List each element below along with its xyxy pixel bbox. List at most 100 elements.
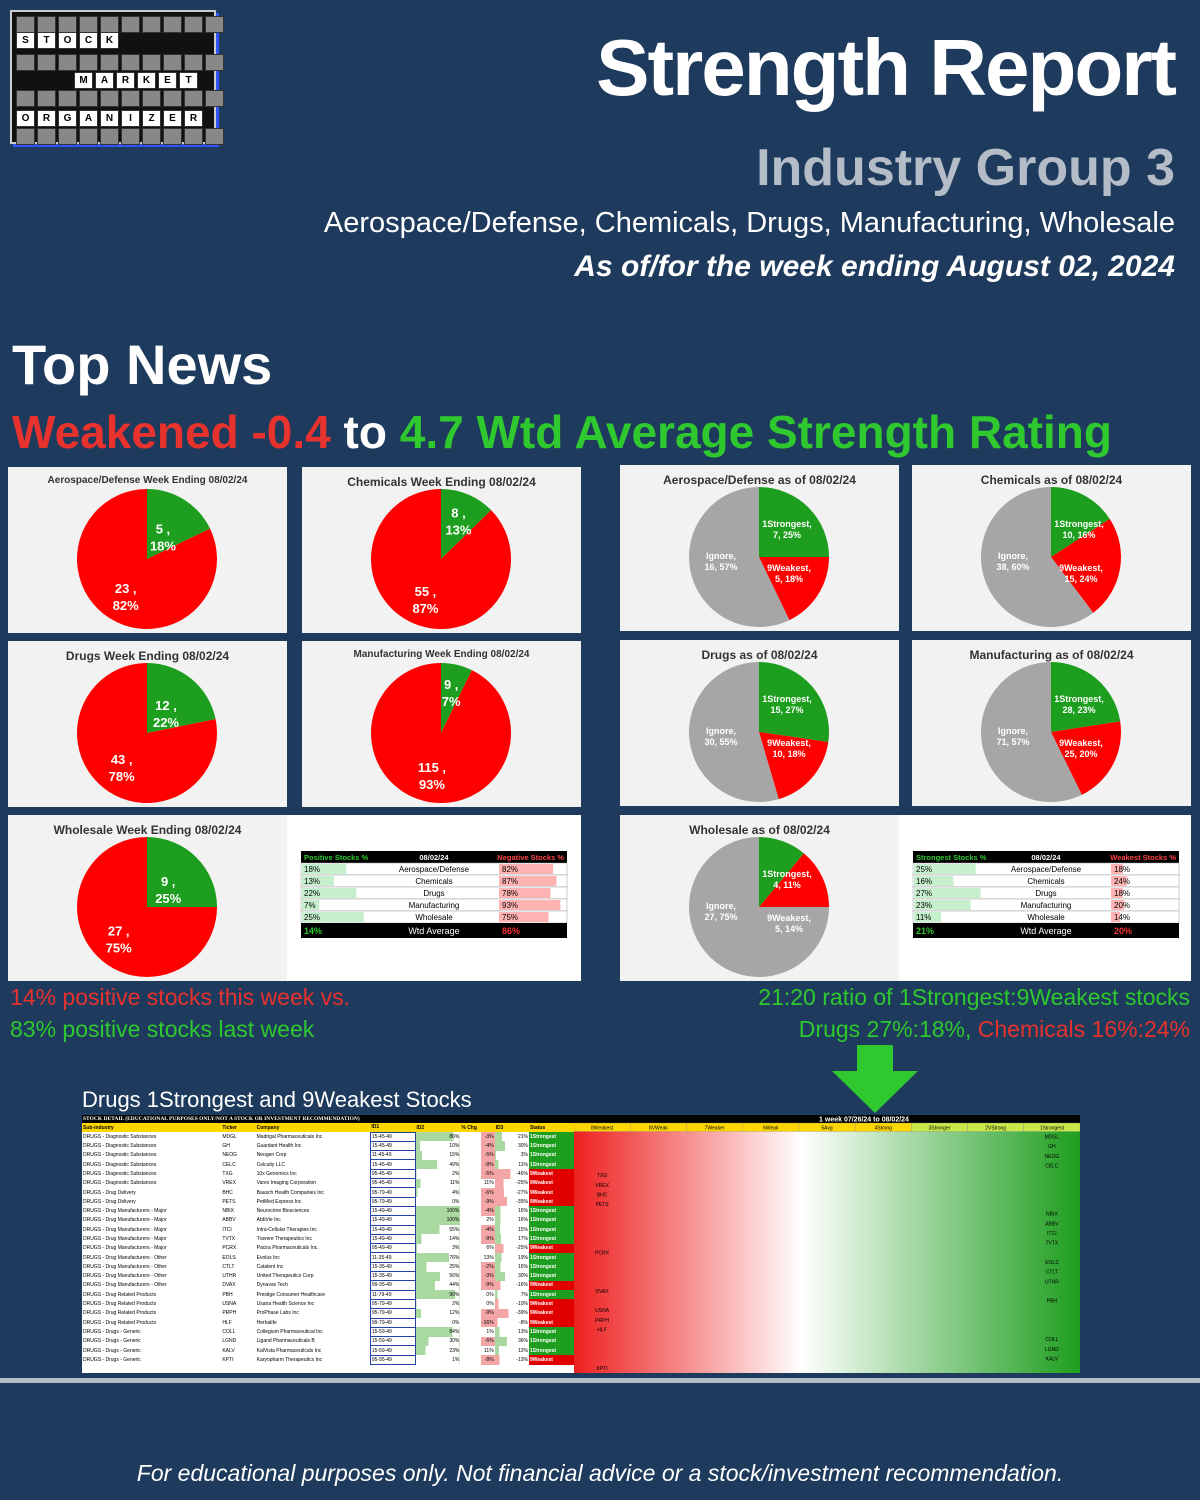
pie-slice: [1051, 721, 1121, 795]
grid-header-label: 8Weakest: [591, 1126, 614, 1132]
table-cell: 1Strongest: [528, 1150, 574, 1160]
table-cell: Guardant Health Inc: [256, 1143, 302, 1150]
table-cell: 2%: [415, 1299, 461, 1309]
table-cell: 44%: [415, 1280, 461, 1291]
pie-panel-drugs-week: Drugs Week Ending 08/02/24 12 , 22% 43 , 78…: [8, 641, 287, 807]
pie-slice: [759, 732, 829, 800]
table-cell: 9Weakest: [528, 1299, 574, 1309]
table-cell: 2%: [415, 1169, 461, 1179]
summary-bar-neg: [1111, 888, 1123, 898]
table-cell: DRUGS - Drug Related Products: [83, 1319, 157, 1326]
logo-tile: [121, 54, 140, 71]
table-cell: DRUGS - Drugs - Generic: [83, 1356, 141, 1363]
pie-data-label: 27 , 75%: [106, 923, 132, 955]
table-cell: 15%: [494, 1225, 529, 1235]
table-cell: PRPH: [222, 1310, 237, 1317]
logo-letter: K: [137, 72, 156, 89]
table-cell: 76%: [415, 1252, 461, 1263]
grid-ticker: PRPH: [595, 1318, 609, 1324]
logo-tile: [37, 128, 56, 145]
summary-avg-neg: 20%: [1114, 926, 1132, 936]
logo-tile: [205, 90, 224, 107]
table-cell: -16%: [460, 1318, 495, 1328]
grid-ticker: ITCI: [1047, 1231, 1056, 1237]
table-row: DRUGS - Diagnostic Substances GH Guardant …: [82, 1140, 574, 1152]
table-cell: 11-79-49: [369, 1289, 416, 1300]
pie-chart-aerospace-week: 5 , 18% 23 , 82%: [77, 489, 217, 629]
table-cell: 0%: [486, 1291, 494, 1298]
table-cell: 11%: [484, 1347, 494, 1354]
table-cell: -6%: [460, 1187, 495, 1198]
summary-pos-value: 16%: [916, 877, 932, 886]
summary-bar-neg: [499, 900, 561, 910]
table-cell: 1Strongest: [528, 1159, 574, 1170]
grid-ticker: KPTI: [597, 1366, 608, 1372]
table-cell: Collegium Pharmaceutical Inc: [256, 1328, 323, 1335]
table-cell: 12%: [415, 1308, 461, 1319]
note-positive-this-week: 14% positive stocks this week vs.: [10, 984, 351, 1010]
pie-slice: [371, 663, 511, 803]
pie-slice: [77, 489, 217, 629]
grid-ticker: TVTX: [1045, 1241, 1058, 1247]
logo-tile: [100, 128, 119, 145]
table-cell: -46%: [494, 1169, 529, 1179]
summary-bar-neg: [499, 912, 549, 922]
grid-ticker: UTHR: [1045, 1279, 1059, 1285]
report-subtitle: Industry Group 3: [756, 139, 1175, 197]
table-cell: DRUGS - Drug Manufacturers - Major: [83, 1226, 167, 1233]
summary-pos-value: 25%: [916, 865, 932, 874]
table-cell: 1%: [486, 1328, 494, 1335]
summary-avg-pos: 21%: [916, 926, 934, 936]
down-arrow-icon: [832, 1045, 918, 1113]
pie-data-label: Ignore, 71, 57%: [996, 726, 1029, 747]
top-news-heading: Top News: [12, 333, 273, 396]
table-cell: DRUGS - Diagnostic Substances: [83, 1143, 157, 1150]
pie-title: Manufacturing Week Ending 08/02/24: [353, 649, 530, 660]
grid-ticker: CELC: [1045, 1163, 1059, 1169]
table-cell: 14%: [415, 1234, 461, 1244]
pie-data-label: 9Weakest, 5, 18%: [767, 563, 811, 584]
summary-pos-value: 27%: [916, 889, 932, 898]
table-cell: DRUGS - Drug Related Products: [83, 1301, 157, 1308]
headline-weakened: Weakened -0.4: [12, 406, 331, 458]
table-cell: 15-35-49: [369, 1261, 416, 1273]
table-cell: DRUGS - Drug Manufacturers - Other: [83, 1254, 167, 1261]
table-row: DRUGS - Drug Manufacturers - Other CTLT Ca…: [82, 1261, 574, 1273]
grid-ticker: HLF: [597, 1328, 606, 1334]
pie-slice: [981, 662, 1082, 802]
table-cell: 1Strongest: [528, 1225, 574, 1235]
table-cell: 95-95-49: [369, 1354, 416, 1366]
table-row: DRUGS - Drug Manufacturers - Major ITCI In…: [82, 1224, 574, 1235]
table-header-cell: Ticker: [222, 1124, 237, 1131]
table-cell: USNA: [222, 1301, 237, 1308]
pie-data-label: 9 , 25%: [155, 874, 181, 906]
table-row: DRUGS - Diagnostic Substances CELC Celcuit…: [82, 1159, 574, 1170]
summary-bar-neg: [499, 876, 557, 886]
table-cell: DRUGS - Drugs - Generic: [83, 1328, 141, 1335]
table-cell: -8%: [494, 1318, 529, 1328]
table-cell: Dynavax Tech: [256, 1282, 288, 1289]
table-row: DRUGS - Drug Related Products HLF Herbalif…: [82, 1317, 574, 1328]
table-cell: Neurocrine Biosciences: [256, 1208, 310, 1215]
logo-tile: [58, 54, 77, 71]
pie-slice: [147, 837, 217, 907]
table-row: DRUGS - Drug Manufacturers - Major TVTX Tr…: [82, 1233, 574, 1245]
summary-bar-pos: [914, 888, 981, 898]
logo-tile: [142, 128, 161, 145]
logo-letter: R: [184, 110, 203, 127]
pie-chart-drugs-week: 12 , 22% 43 , 78%: [76, 663, 217, 803]
table-cell: LGND: [222, 1338, 237, 1345]
pie-slice: [76, 663, 217, 803]
table-cell: DRUGS - Drug Manufacturers - Major: [83, 1208, 167, 1215]
logo-tile: [121, 90, 140, 107]
summary-header-date: 08/02/24: [419, 853, 449, 862]
table-cell: PetMed Express Inc: [256, 1198, 302, 1205]
table-cell: 9Weakest: [528, 1280, 574, 1291]
logo-letter: R: [116, 72, 135, 89]
summary-pos-value: 25%: [304, 913, 320, 922]
table-cell: Pacira Pharmaceuticals Inc.: [256, 1245, 319, 1252]
pie-chart-wholesale-week: 9 , 25% 27 , 75%: [77, 837, 217, 977]
table-cell: DRUGS - Drug Related Products: [83, 1310, 157, 1317]
table-cell: 99-35-49: [369, 1280, 416, 1291]
pie-data-label: 1Strongest, 28, 23%: [1054, 694, 1104, 715]
